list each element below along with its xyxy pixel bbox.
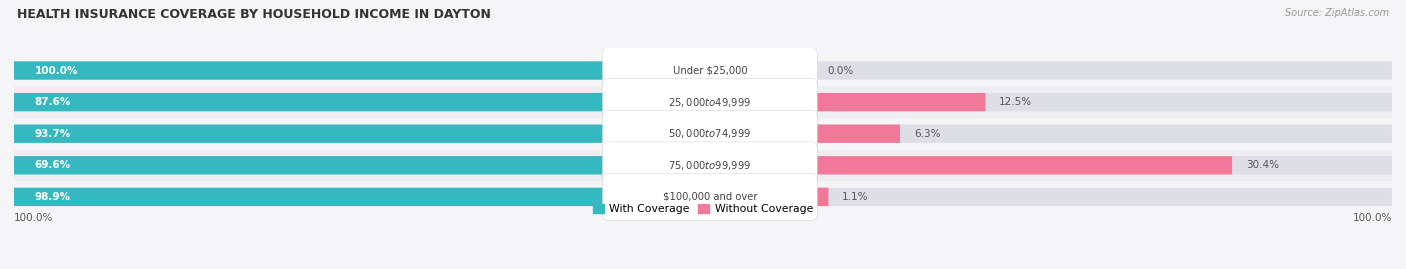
Text: 100.0%: 100.0%	[35, 66, 79, 76]
Text: $75,000 to $99,999: $75,000 to $99,999	[668, 159, 751, 172]
Text: $100,000 and over: $100,000 and over	[662, 192, 758, 202]
FancyBboxPatch shape	[14, 156, 1392, 175]
FancyBboxPatch shape	[14, 61, 1392, 80]
Bar	[14, 181, 1392, 213]
Text: 0.0%: 0.0%	[827, 66, 853, 76]
FancyBboxPatch shape	[14, 125, 1392, 143]
Bar	[14, 118, 1392, 150]
FancyBboxPatch shape	[14, 93, 1392, 111]
FancyBboxPatch shape	[14, 61, 606, 80]
FancyBboxPatch shape	[14, 125, 606, 143]
Text: 12.5%: 12.5%	[1000, 97, 1032, 107]
Text: 87.6%: 87.6%	[35, 97, 72, 107]
FancyBboxPatch shape	[813, 93, 986, 111]
Text: 100.0%: 100.0%	[14, 213, 53, 223]
Text: 1.1%: 1.1%	[842, 192, 869, 202]
FancyBboxPatch shape	[602, 47, 817, 94]
FancyBboxPatch shape	[602, 110, 817, 157]
Bar	[14, 55, 1392, 86]
FancyBboxPatch shape	[602, 174, 817, 220]
Bar	[14, 86, 1392, 118]
Text: Under $25,000: Under $25,000	[672, 66, 747, 76]
Text: $25,000 to $49,999: $25,000 to $49,999	[668, 95, 751, 109]
FancyBboxPatch shape	[813, 125, 900, 143]
FancyBboxPatch shape	[14, 93, 606, 111]
Text: 100.0%: 100.0%	[1353, 213, 1392, 223]
FancyBboxPatch shape	[813, 156, 1232, 175]
Text: 69.6%: 69.6%	[35, 160, 70, 170]
FancyBboxPatch shape	[602, 142, 817, 189]
Text: 6.3%: 6.3%	[914, 129, 941, 139]
Text: Source: ZipAtlas.com: Source: ZipAtlas.com	[1285, 8, 1389, 18]
FancyBboxPatch shape	[14, 188, 606, 206]
Text: 98.9%: 98.9%	[35, 192, 70, 202]
FancyBboxPatch shape	[14, 188, 1392, 206]
Text: HEALTH INSURANCE COVERAGE BY HOUSEHOLD INCOME IN DAYTON: HEALTH INSURANCE COVERAGE BY HOUSEHOLD I…	[17, 8, 491, 21]
FancyBboxPatch shape	[813, 188, 828, 206]
Bar	[14, 150, 1392, 181]
Text: $50,000 to $74,999: $50,000 to $74,999	[668, 127, 751, 140]
FancyBboxPatch shape	[14, 156, 606, 175]
Text: 93.7%: 93.7%	[35, 129, 70, 139]
Legend: With Coverage, Without Coverage: With Coverage, Without Coverage	[589, 200, 817, 219]
Text: 30.4%: 30.4%	[1246, 160, 1279, 170]
FancyBboxPatch shape	[602, 79, 817, 126]
